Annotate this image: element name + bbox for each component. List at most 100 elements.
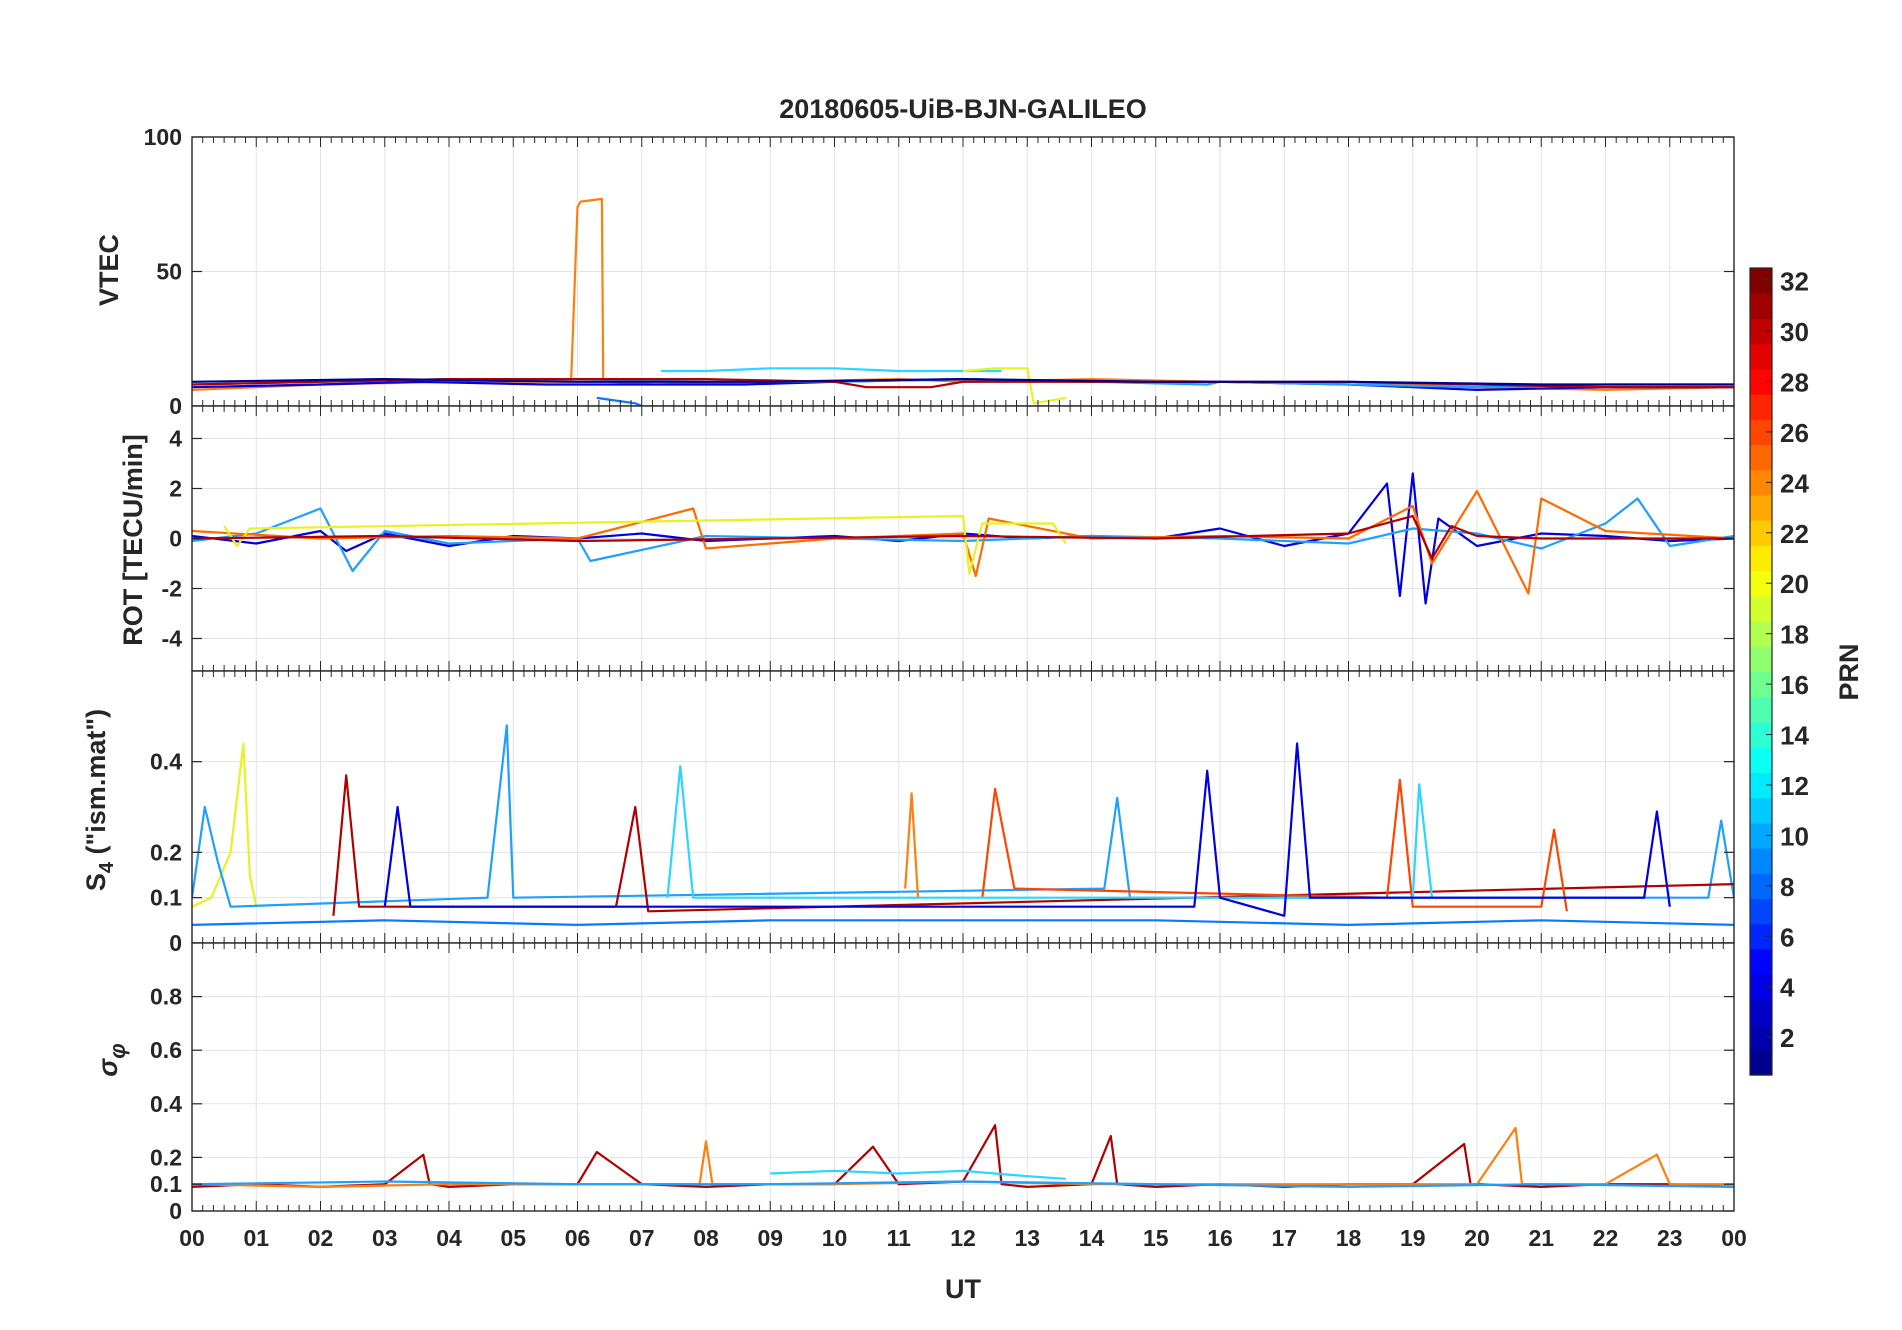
sigma-ytick-label: 0.1 bbox=[150, 1171, 182, 1197]
colorbar-segment bbox=[1750, 873, 1772, 900]
x-tick-label: 14 bbox=[1079, 1225, 1105, 1251]
rot-ytick-label: 2 bbox=[169, 476, 182, 502]
colorbar-tick-label: 16 bbox=[1780, 670, 1809, 700]
colorbar-frame bbox=[1749, 267, 1773, 1076]
sigma-series-prn-30 bbox=[192, 1124, 1734, 1189]
colorbar-tick-label: 30 bbox=[1780, 317, 1809, 347]
x-tick-label: 20 bbox=[1464, 1225, 1490, 1251]
colorbar-segment bbox=[1750, 494, 1772, 521]
x-tick-label: 07 bbox=[629, 1225, 655, 1251]
s4-series-prn-4 bbox=[383, 742, 1671, 917]
rot-ylabel: ROT [TECU/min] bbox=[118, 434, 148, 645]
rot-panel: -4 -2 0 2 4 ROT [TECU/min] bbox=[118, 405, 1735, 672]
colorbar-segment bbox=[1750, 343, 1772, 370]
s4-series-prn-10 bbox=[192, 724, 1734, 908]
x-tick-label: 02 bbox=[308, 1225, 334, 1251]
rot-ytick-label: 0 bbox=[169, 526, 182, 552]
colorbar-segment bbox=[1750, 545, 1772, 572]
x-tick-label: 05 bbox=[500, 1225, 526, 1251]
s4-ylabel: S4 ("ism.mat") bbox=[81, 709, 118, 891]
colorbar-segment bbox=[1750, 923, 1772, 950]
colorbar-tick-label: 12 bbox=[1780, 771, 1809, 801]
s4-series-prn-12 bbox=[666, 765, 1434, 899]
sigma-phi-ylabel: σφ bbox=[93, 1043, 130, 1076]
x-tick-label: 10 bbox=[822, 1225, 848, 1251]
colorbar-segment bbox=[1750, 948, 1772, 975]
x-tick-label: 00 bbox=[179, 1225, 205, 1251]
x-tick-label: 08 bbox=[693, 1225, 719, 1251]
figure-title: 20180605-UiB-BJN-GALILEO bbox=[779, 94, 1147, 124]
vtec-series-prn-20 bbox=[962, 367, 1066, 405]
x-tick-label: 16 bbox=[1207, 1225, 1233, 1251]
x-tick-label: 04 bbox=[436, 1225, 462, 1251]
vtec-ytick-label: 0 bbox=[169, 393, 182, 419]
vtec-series-prn-9 bbox=[596, 396, 643, 406]
colorbar-tick-label: 26 bbox=[1780, 418, 1809, 448]
colorbar-segment bbox=[1750, 368, 1772, 395]
sigma-phi-panel: 00.10.2 0.4 0.6 0.8 σφ bbox=[93, 942, 1735, 1224]
colorbar-segment bbox=[1750, 394, 1772, 420]
colorbar-tick-label: 32 bbox=[1780, 267, 1809, 297]
rot-ytick-label: -2 bbox=[162, 576, 182, 602]
x-tick-label: 21 bbox=[1528, 1225, 1554, 1251]
colorbar-tick-label: 10 bbox=[1780, 821, 1809, 851]
vtec-series-group bbox=[192, 197, 1734, 406]
x-axis-label: UT bbox=[945, 1274, 981, 1304]
s4-ytick-label: 0 bbox=[169, 930, 182, 956]
x-tick-label: 15 bbox=[1143, 1225, 1169, 1251]
colorbar-tick-label: 4 bbox=[1780, 973, 1795, 1003]
x-tick-label: 17 bbox=[1271, 1225, 1297, 1251]
x-tick-label: 19 bbox=[1400, 1225, 1426, 1251]
colorbar-tick-label: 14 bbox=[1780, 721, 1809, 751]
colorbar-tick-label: 18 bbox=[1780, 620, 1809, 650]
s4-series-group bbox=[192, 724, 1734, 927]
x-tick-label: 22 bbox=[1593, 1225, 1619, 1251]
s4-series-prn-8 bbox=[192, 919, 1734, 927]
vtec-series-prn-2 bbox=[192, 378, 1734, 386]
colorbar-segment bbox=[1750, 747, 1772, 773]
sigma-axes-frame bbox=[191, 942, 1735, 1212]
colorbar-segment bbox=[1750, 318, 1772, 345]
colorbar-segment bbox=[1750, 570, 1772, 597]
colorbar-segment bbox=[1750, 469, 1772, 496]
colorbar-segment bbox=[1750, 444, 1772, 471]
colorbar-segment bbox=[1750, 772, 1772, 799]
colorbar-segment bbox=[1750, 419, 1772, 446]
colorbar-segment bbox=[1750, 1024, 1772, 1051]
rot-series-prn-24 bbox=[192, 489, 1734, 595]
sigma-ytick-label: 0.2 bbox=[150, 1144, 182, 1170]
s4-panel: 0 0.1 0.2 0.4 S4 ("ism.mat") bbox=[81, 670, 1735, 956]
colorbar-segment bbox=[1750, 999, 1772, 1026]
colorbar-segment bbox=[1750, 293, 1772, 320]
x-tick-label: 18 bbox=[1336, 1225, 1362, 1251]
x-tick-label: 00 bbox=[1721, 1225, 1747, 1251]
rot-series-group bbox=[192, 472, 1734, 605]
sigma-series-prn-12 bbox=[770, 1169, 1066, 1180]
colorbar-label: PRN bbox=[1834, 643, 1864, 700]
sigma-ytick-label: 0.8 bbox=[150, 984, 182, 1010]
sigma-series-group bbox=[192, 1124, 1734, 1189]
rot-series-prn-30 bbox=[192, 514, 1734, 560]
colorbar-segment bbox=[1750, 520, 1772, 547]
colorbar-segment bbox=[1750, 621, 1772, 647]
vtec-panel: 0 50 100 VTEC bbox=[94, 124, 1735, 419]
s4-ytick-label: 0.1 bbox=[150, 885, 182, 911]
x-tick-label: 11 bbox=[887, 1225, 912, 1251]
s4-ytick-label: 0.2 bbox=[150, 839, 182, 865]
s4-ytick-label: 0.4 bbox=[150, 749, 182, 775]
colorbar-tick-label: 8 bbox=[1780, 872, 1794, 902]
vtec-ylabel: VTEC bbox=[94, 234, 124, 306]
x-tick-label: 01 bbox=[243, 1225, 269, 1251]
colorbar-tick-label: 24 bbox=[1780, 468, 1809, 498]
x-tick-label: 12 bbox=[950, 1225, 976, 1251]
colorbar-tick-label: 28 bbox=[1780, 367, 1809, 397]
colorbar-tick-label: 20 bbox=[1780, 569, 1809, 599]
sigma-series-prn-10 bbox=[192, 1180, 1734, 1189]
x-tick-label: 23 bbox=[1657, 1225, 1683, 1251]
colorbar-segment bbox=[1750, 721, 1772, 748]
colorbar-segment bbox=[1750, 595, 1772, 622]
colorbar-tick-label: 6 bbox=[1780, 922, 1794, 952]
colorbar-segment bbox=[1750, 974, 1772, 1000]
